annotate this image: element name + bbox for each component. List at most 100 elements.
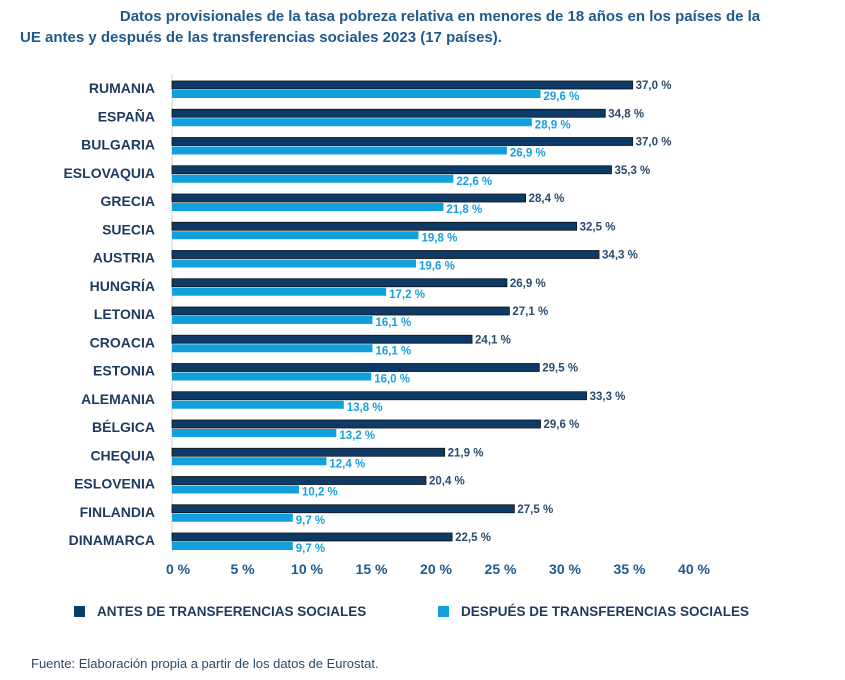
bar-despues bbox=[172, 372, 372, 381]
legend-label-despues: DESPUÉS DE TRANSFERENCIAS SOCIALES bbox=[461, 604, 750, 619]
data-label-despues: 22,6 % bbox=[456, 176, 492, 188]
bar-despues bbox=[172, 400, 344, 409]
data-label-despues: 16,1 % bbox=[375, 345, 411, 357]
x-tick-label: 5 % bbox=[230, 561, 255, 577]
data-label-antes: 37,0 % bbox=[636, 137, 672, 149]
legend-item-antes: ANTES DE TRANSFERENCIAS SOCIALES bbox=[74, 604, 366, 619]
data-label-despues: 9,7 % bbox=[296, 543, 325, 555]
data-label-antes: 20,4 % bbox=[429, 476, 465, 488]
bar-despues bbox=[172, 146, 507, 155]
data-label-antes: 34,8 % bbox=[608, 108, 644, 120]
source-note: Fuente: Elaboración propia a partir de l… bbox=[31, 656, 379, 671]
data-label-despues: 29,6 % bbox=[544, 91, 580, 103]
data-label-antes: 28,4 % bbox=[529, 193, 565, 205]
data-label-despues: 17,2 % bbox=[389, 289, 425, 301]
data-label-despues: 28,9 % bbox=[535, 119, 571, 131]
bar-despues bbox=[172, 513, 293, 522]
data-label-antes: 32,5 % bbox=[580, 221, 616, 233]
x-tick-label: 35 % bbox=[614, 561, 646, 577]
bar-antes bbox=[171, 278, 508, 288]
data-label-despues: 16,1 % bbox=[375, 317, 411, 329]
category-label: FINLANDIA bbox=[80, 504, 155, 520]
x-tick-label: 30 % bbox=[549, 561, 581, 577]
category-label: RUMANIA bbox=[89, 80, 155, 96]
data-label-despues: 21,8 % bbox=[446, 204, 482, 216]
bar-despues bbox=[172, 485, 299, 494]
legend-label-antes: ANTES DE TRANSFERENCIAS SOCIALES bbox=[97, 604, 367, 619]
category-label: ALEMANIA bbox=[81, 391, 155, 407]
bar-antes bbox=[171, 137, 634, 146]
x-tick-label: 40 % bbox=[678, 561, 710, 577]
data-label-despues: 10,2 % bbox=[302, 487, 338, 499]
category-label: BULGARIA bbox=[81, 137, 155, 153]
data-label-antes: 33,3 % bbox=[590, 391, 626, 403]
category-label: HUNGRÍA bbox=[90, 278, 155, 294]
bar-antes bbox=[171, 165, 612, 175]
bar-antes bbox=[171, 504, 515, 514]
bar-antes bbox=[171, 108, 606, 118]
category-label: CROACIA bbox=[90, 334, 155, 350]
data-label-despues: 26,9 % bbox=[510, 148, 546, 160]
bar-antes bbox=[171, 306, 510, 316]
category-label: ESLOVAQUIA bbox=[63, 165, 155, 181]
data-label-despues: 19,8 % bbox=[422, 232, 458, 244]
bar-antes bbox=[171, 532, 453, 542]
data-label-despues: 13,2 % bbox=[339, 430, 375, 442]
category-label: ESLOVENIA bbox=[74, 476, 155, 492]
bar-despues bbox=[172, 90, 541, 98]
x-tick-label: 0 % bbox=[166, 561, 191, 577]
bar-despues bbox=[172, 118, 532, 127]
bar-despues bbox=[172, 231, 419, 240]
category-label: SUECIA bbox=[102, 221, 155, 237]
legend-item-despues: DESPUÉS DE TRANSFERENCIAS SOCIALES bbox=[438, 604, 749, 619]
data-label-antes: 24,1 % bbox=[475, 334, 511, 346]
bar-antes bbox=[171, 391, 587, 401]
data-label-despues: 9,7 % bbox=[296, 515, 325, 527]
bar-antes bbox=[171, 363, 540, 372]
legend-swatch-antes bbox=[74, 606, 85, 617]
data-label-antes: 29,5 % bbox=[542, 363, 578, 375]
data-label-antes: 35,3 % bbox=[614, 165, 650, 177]
category-label: DINAMARCA bbox=[69, 532, 155, 548]
title-line-2: UE antes y después de las transferencias… bbox=[20, 29, 502, 46]
data-label-antes: 27,1 % bbox=[512, 306, 548, 318]
bar-antes bbox=[171, 193, 526, 203]
data-label-antes: 26,9 % bbox=[510, 278, 546, 290]
data-label-despues: 12,4 % bbox=[329, 458, 365, 470]
legend-swatch-despues bbox=[438, 606, 449, 617]
bar-despues bbox=[172, 457, 327, 466]
data-label-antes: 37,0 % bbox=[636, 80, 672, 92]
data-label-antes: 22,5 % bbox=[455, 532, 491, 544]
chart-title: Datos provisionales de la tasa pobreza r… bbox=[20, 6, 790, 48]
data-label-antes: 29,6 % bbox=[544, 419, 580, 431]
x-tick-label: 25 % bbox=[485, 561, 517, 577]
x-tick-label: 15 % bbox=[356, 561, 388, 577]
bar-antes bbox=[171, 419, 541, 429]
x-tick-label: 20 % bbox=[420, 561, 452, 577]
bar-antes bbox=[171, 447, 446, 457]
category-label: ESTONIA bbox=[93, 363, 155, 379]
bar-antes bbox=[171, 334, 473, 344]
bar-despues bbox=[172, 542, 293, 550]
bar-chart: RUMANIA 37,0 % 29,6 % ESPAÑA 34,8 % 28,9 % BUL… bbox=[63, 74, 711, 577]
data-label-antes: 27,5 % bbox=[517, 504, 553, 516]
bar-despues bbox=[172, 429, 337, 437]
data-label-despues: 16,0 % bbox=[374, 374, 410, 386]
bar-despues bbox=[172, 259, 417, 268]
bar-despues bbox=[172, 287, 387, 296]
category-label: GRECIA bbox=[101, 193, 155, 209]
bar-antes bbox=[171, 250, 600, 259]
data-label-antes: 21,9 % bbox=[448, 447, 484, 459]
bar-despues bbox=[172, 316, 373, 324]
category-label: CHEQUIA bbox=[90, 447, 155, 463]
bar-antes bbox=[171, 476, 427, 485]
bar-despues bbox=[172, 344, 373, 353]
data-label-despues: 13,8 % bbox=[347, 402, 383, 414]
data-label-despues: 19,6 % bbox=[419, 261, 455, 273]
bar-antes bbox=[171, 221, 578, 231]
x-tick-label: 10 % bbox=[291, 561, 323, 577]
category-label: AUSTRIA bbox=[93, 250, 155, 266]
bar-despues bbox=[172, 203, 444, 211]
category-label: BÉLGICA bbox=[92, 419, 155, 435]
category-label: ESPAÑA bbox=[98, 107, 155, 124]
